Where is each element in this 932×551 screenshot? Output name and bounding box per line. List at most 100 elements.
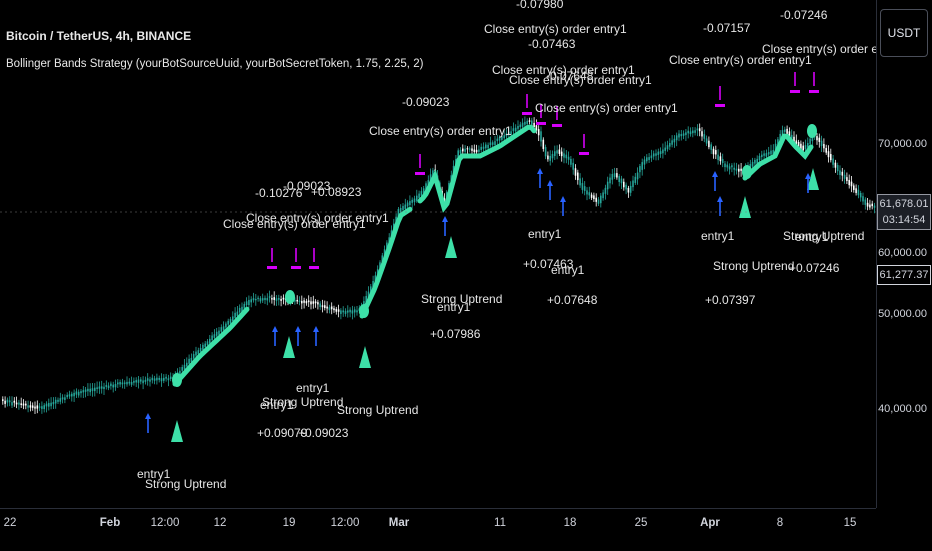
candle [724, 163, 726, 168]
candle [471, 148, 473, 151]
candle [121, 382, 124, 385]
candle [751, 161, 754, 167]
candle [505, 133, 508, 137]
candle [328, 307, 331, 311]
candle [314, 301, 317, 304]
candle [606, 181, 609, 190]
candle [409, 201, 411, 206]
candle [45, 403, 48, 407]
candle [574, 168, 577, 176]
price-chart-area[interactable]: Close entry(s) order entry1 Close entry(s… [0, 0, 905, 508]
entry-label: entry1 [260, 398, 294, 412]
candle [183, 364, 186, 370]
exit-label: Close entry(s) order entry1 [535, 101, 678, 115]
candle [333, 308, 335, 311]
candle [501, 135, 503, 140]
exit-pnl: -0.07157 [703, 21, 751, 35]
candle [726, 164, 729, 168]
candle [712, 148, 715, 155]
candle [735, 168, 738, 171]
candle [91, 388, 94, 392]
candle [558, 149, 561, 154]
time-tick: 12 [213, 517, 227, 529]
candle [655, 153, 657, 156]
time-tick: 12:00 [150, 517, 180, 529]
exit-bar [552, 124, 562, 127]
reference-price-label: 61,277.37 [877, 265, 931, 285]
candle [68, 394, 71, 397]
candle [303, 300, 305, 303]
symbol-title[interactable]: Bitcoin / TetherUS, 4h, BINANCE [6, 29, 192, 43]
candle [641, 162, 643, 170]
candle [818, 137, 821, 142]
candle [236, 311, 239, 316]
candle [133, 380, 135, 383]
candle [218, 330, 220, 335]
candle [549, 155, 551, 161]
candle [73, 392, 75, 397]
exit-bar [790, 90, 800, 93]
candle [425, 183, 427, 191]
entry-pnl: +0.09023 [298, 426, 349, 440]
candle [399, 207, 402, 213]
entry-label: entry1 [437, 300, 471, 314]
candle [215, 331, 218, 336]
candle [669, 143, 671, 147]
candle [163, 377, 165, 381]
candle [551, 153, 554, 159]
entry-pnl: +0.07397 [705, 293, 756, 307]
entry-arrow-head [717, 196, 723, 202]
candle [701, 131, 703, 137]
exit-label: Close entry(s) order entry1 [369, 124, 512, 138]
candle [816, 136, 818, 141]
candle [721, 158, 724, 164]
candle [588, 192, 591, 196]
time-tick: 11 [494, 517, 506, 529]
candle [595, 197, 597, 202]
candle [112, 384, 114, 388]
candle [82, 390, 85, 393]
candle [126, 381, 128, 385]
time-axis[interactable]: 22 Feb 12:00 12 19 12:00 Mar 11 18 25 Ap… [0, 508, 876, 551]
candle [38, 406, 41, 408]
candle [213, 334, 216, 338]
price-axis[interactable]: 70,000.00 60,000.00 50,000.00 40,000.00 [876, 0, 932, 508]
entry-label: entry1 [296, 381, 330, 395]
price-tick: 60,000.00 [878, 247, 927, 259]
candle [43, 405, 45, 410]
candle [402, 206, 404, 211]
candle [830, 154, 832, 161]
candle [687, 130, 689, 134]
candle [225, 323, 227, 328]
candle [420, 191, 423, 196]
currency-button[interactable]: USDT [880, 9, 928, 57]
candle [629, 185, 632, 193]
candle [859, 192, 862, 198]
trend-label: Strong Uptrend [713, 259, 794, 273]
candle [374, 275, 377, 284]
candle [89, 388, 91, 393]
candle [307, 300, 310, 303]
candle [6, 399, 9, 403]
candle [772, 149, 775, 154]
exit-pnl: -0.09023 [402, 95, 450, 109]
exit-bar [309, 266, 319, 269]
candle [554, 151, 556, 157]
exit-bar [415, 172, 425, 175]
candle [468, 148, 471, 150]
candle [758, 155, 761, 161]
time-tick: 18 [563, 517, 577, 529]
candle [8, 400, 11, 403]
candle [620, 178, 623, 184]
candle [2, 399, 4, 401]
candle [305, 301, 308, 304]
exit-pnl: -0.07980 [516, 0, 564, 11]
candle [542, 139, 545, 149]
candlestick-chart[interactable]: Close entry(s) order entry1 Close entry(s… [0, 0, 905, 508]
candle [524, 121, 526, 125]
candle [107, 385, 110, 389]
candle [96, 387, 98, 390]
candle [11, 402, 13, 406]
study-legend[interactable]: Bollinger Bands Strategy (yourBotSourceU… [6, 58, 424, 70]
candle [646, 157, 648, 162]
